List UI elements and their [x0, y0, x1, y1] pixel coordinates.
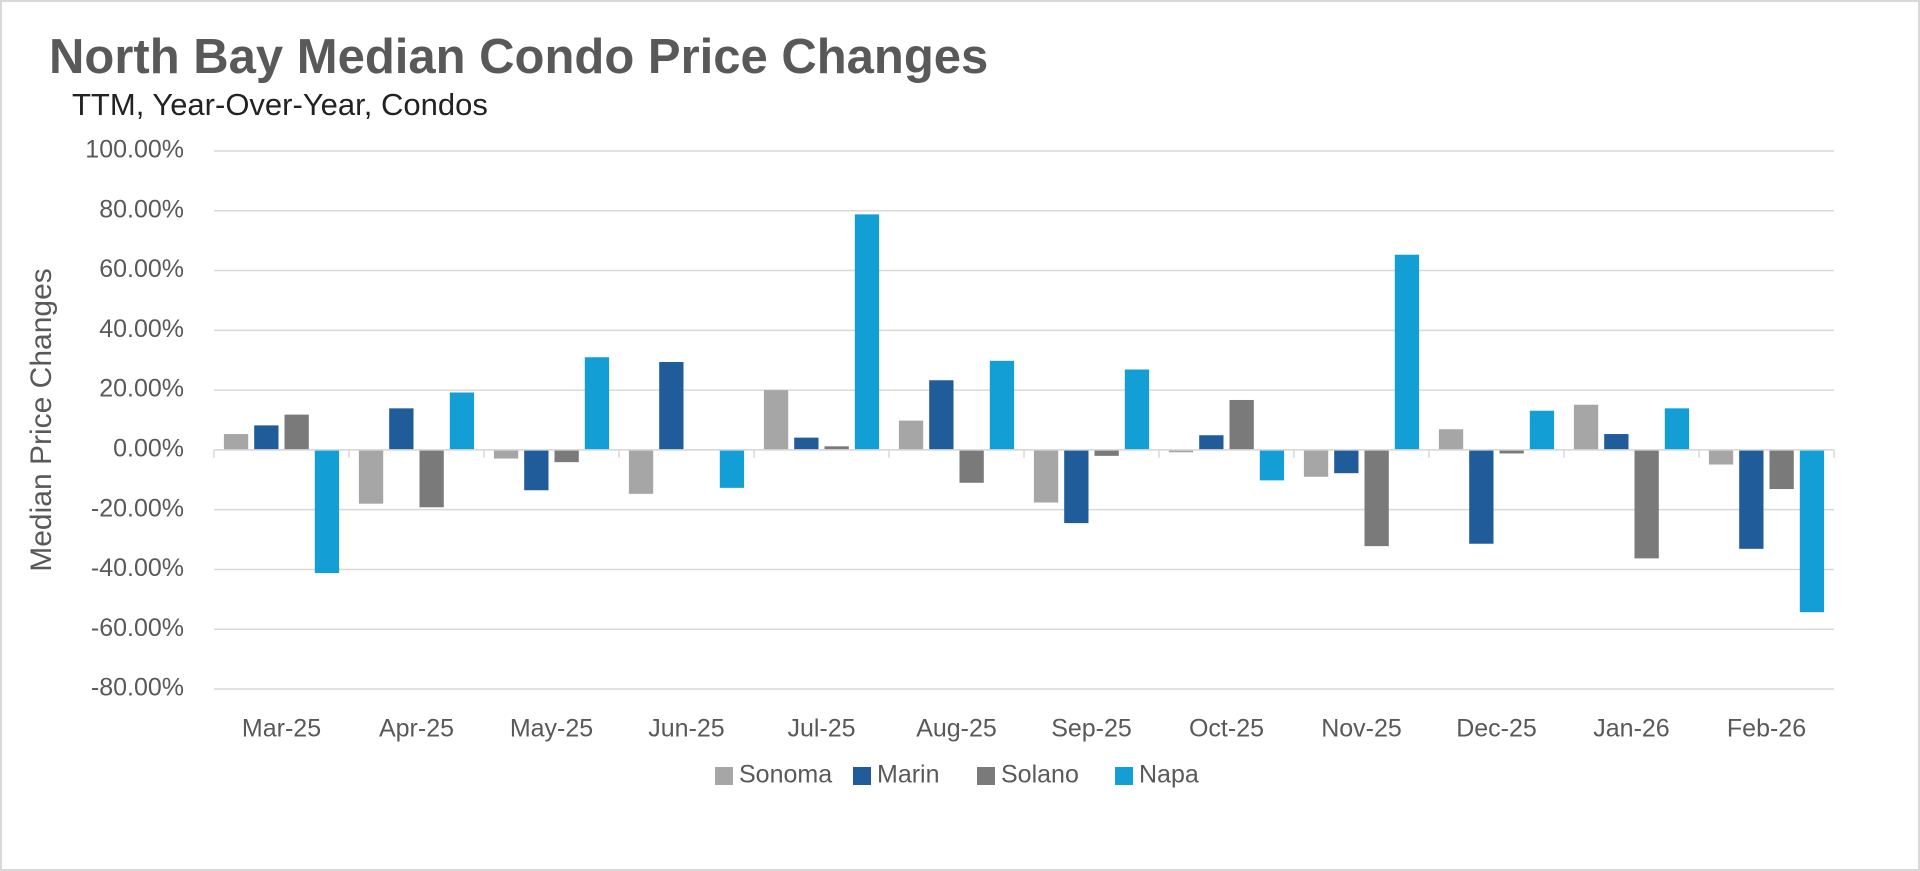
legend-swatch — [853, 767, 871, 785]
bar — [1634, 449, 1659, 559]
y-tick-label: 40.00% — [99, 315, 184, 343]
bar — [358, 449, 384, 504]
y-tick-label: 100.00% — [85, 136, 184, 164]
bar — [419, 449, 444, 508]
bar — [1259, 449, 1285, 481]
bar — [959, 449, 984, 483]
x-tick-label: Jun-25 — [648, 715, 724, 743]
bar — [1334, 449, 1359, 474]
x-tick-label: Nov-25 — [1321, 715, 1402, 743]
x-tick-label: May-25 — [510, 715, 593, 743]
legend-label: Napa — [1139, 761, 1199, 789]
bar — [389, 408, 414, 450]
x-tick-label: Feb-26 — [1727, 715, 1806, 743]
bar — [628, 449, 654, 494]
y-tick-label: -80.00% — [91, 674, 184, 702]
bar — [854, 214, 880, 450]
y-tick-label: 20.00% — [99, 375, 184, 403]
bar — [659, 362, 684, 450]
bar — [254, 425, 279, 450]
x-tick-label: Aug-25 — [916, 715, 997, 743]
bar — [1438, 429, 1464, 450]
bar — [1469, 449, 1494, 544]
bar — [524, 449, 549, 491]
bar — [719, 449, 745, 488]
bar — [1708, 449, 1734, 465]
bar — [1303, 449, 1329, 477]
bar — [1094, 449, 1119, 456]
bar — [1499, 449, 1524, 454]
x-tick-label: Mar-25 — [242, 715, 321, 743]
bar — [929, 380, 954, 450]
bar — [493, 449, 519, 459]
y-tick-label: 80.00% — [99, 195, 184, 223]
bar — [824, 446, 849, 450]
bar — [1769, 449, 1794, 490]
bar — [1664, 408, 1690, 450]
bar — [1033, 449, 1059, 503]
x-tick-label: Dec-25 — [1456, 715, 1537, 743]
y-axis-label: Median Price Changes — [25, 268, 58, 572]
legend-label: Sonoma — [739, 761, 832, 789]
legend-swatch — [977, 767, 995, 785]
bar — [1124, 369, 1150, 450]
bar — [1529, 410, 1555, 450]
legend-label: Solano — [1001, 761, 1079, 789]
x-tick-label: Jul-25 — [787, 715, 855, 743]
bar — [1199, 435, 1224, 450]
bar — [1799, 449, 1825, 613]
legend-swatch — [715, 767, 733, 785]
bar — [1364, 449, 1389, 547]
bar — [1604, 434, 1629, 450]
bar — [1573, 404, 1599, 450]
legend-swatch — [1115, 767, 1133, 785]
bar — [223, 434, 249, 450]
y-tick-label: 0.00% — [113, 434, 184, 462]
bar — [763, 390, 789, 450]
bar — [584, 357, 610, 450]
x-tick-label: Jan-26 — [1593, 715, 1669, 743]
bar — [314, 449, 340, 574]
bar — [1064, 449, 1089, 524]
x-tick-label: Sep-25 — [1051, 715, 1132, 743]
y-tick-label: -60.00% — [91, 614, 184, 642]
y-tick-label: 60.00% — [99, 255, 184, 283]
bar — [989, 360, 1015, 450]
bar — [1168, 449, 1194, 453]
bar — [1229, 399, 1254, 450]
x-tick-label: Oct-25 — [1189, 715, 1264, 743]
y-tick-label: -20.00% — [91, 494, 184, 522]
bar — [794, 437, 819, 450]
bar — [898, 420, 924, 450]
x-tick-label: Apr-25 — [379, 715, 454, 743]
bar — [1394, 254, 1420, 450]
chart-title: North Bay Median Condo Price Changes — [49, 30, 988, 84]
y-tick-label: -40.00% — [91, 554, 184, 582]
bar — [449, 392, 475, 450]
bar — [1739, 449, 1764, 549]
chart-subtitle: TTM, Year-Over-Year, Condos — [72, 87, 488, 122]
legend-label: Marin — [877, 761, 940, 789]
bar — [554, 449, 579, 463]
bar — [284, 414, 309, 450]
